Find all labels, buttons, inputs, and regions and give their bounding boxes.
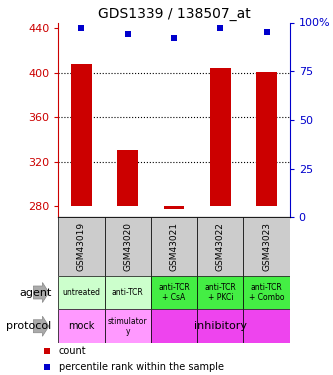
- Bar: [151, 217, 197, 276]
- Text: count: count: [59, 346, 87, 355]
- Text: GSM43021: GSM43021: [169, 222, 178, 271]
- Bar: [105, 276, 151, 309]
- Text: stimulator
y: stimulator y: [108, 316, 148, 336]
- Text: GSM43022: GSM43022: [216, 222, 225, 271]
- Bar: [58, 309, 105, 343]
- Bar: [243, 276, 290, 309]
- Bar: [71, 64, 92, 206]
- FancyArrow shape: [33, 282, 49, 303]
- Bar: [117, 150, 138, 206]
- Text: mock: mock: [68, 321, 95, 331]
- Title: GDS1339 / 138507_at: GDS1339 / 138507_at: [98, 8, 250, 21]
- Bar: [105, 309, 151, 343]
- Bar: [58, 276, 105, 309]
- Text: GSM43020: GSM43020: [123, 222, 132, 271]
- Text: GSM43019: GSM43019: [77, 222, 86, 271]
- Bar: [197, 309, 243, 343]
- Text: agent: agent: [19, 288, 52, 297]
- Bar: [210, 68, 231, 206]
- Bar: [197, 217, 243, 276]
- FancyArrow shape: [33, 316, 49, 336]
- Text: GSM43023: GSM43023: [262, 222, 271, 271]
- Bar: [105, 217, 151, 276]
- Bar: [58, 217, 105, 276]
- Text: anti-TCR: anti-TCR: [112, 288, 144, 297]
- Text: protocol: protocol: [6, 321, 52, 331]
- Bar: [243, 309, 290, 343]
- Text: anti-TCR
+ Combo: anti-TCR + Combo: [249, 283, 284, 302]
- Bar: [197, 276, 243, 309]
- Text: untreated: untreated: [62, 288, 101, 297]
- Bar: [164, 206, 184, 209]
- Text: percentile rank within the sample: percentile rank within the sample: [59, 362, 224, 372]
- Bar: [256, 72, 277, 206]
- Text: anti-TCR
+ CsA: anti-TCR + CsA: [158, 283, 190, 302]
- Bar: [151, 276, 197, 309]
- Bar: [151, 309, 197, 343]
- Text: inhibitory: inhibitory: [194, 321, 247, 331]
- Bar: [243, 217, 290, 276]
- Text: anti-TCR
+ PKCi: anti-TCR + PKCi: [204, 283, 236, 302]
